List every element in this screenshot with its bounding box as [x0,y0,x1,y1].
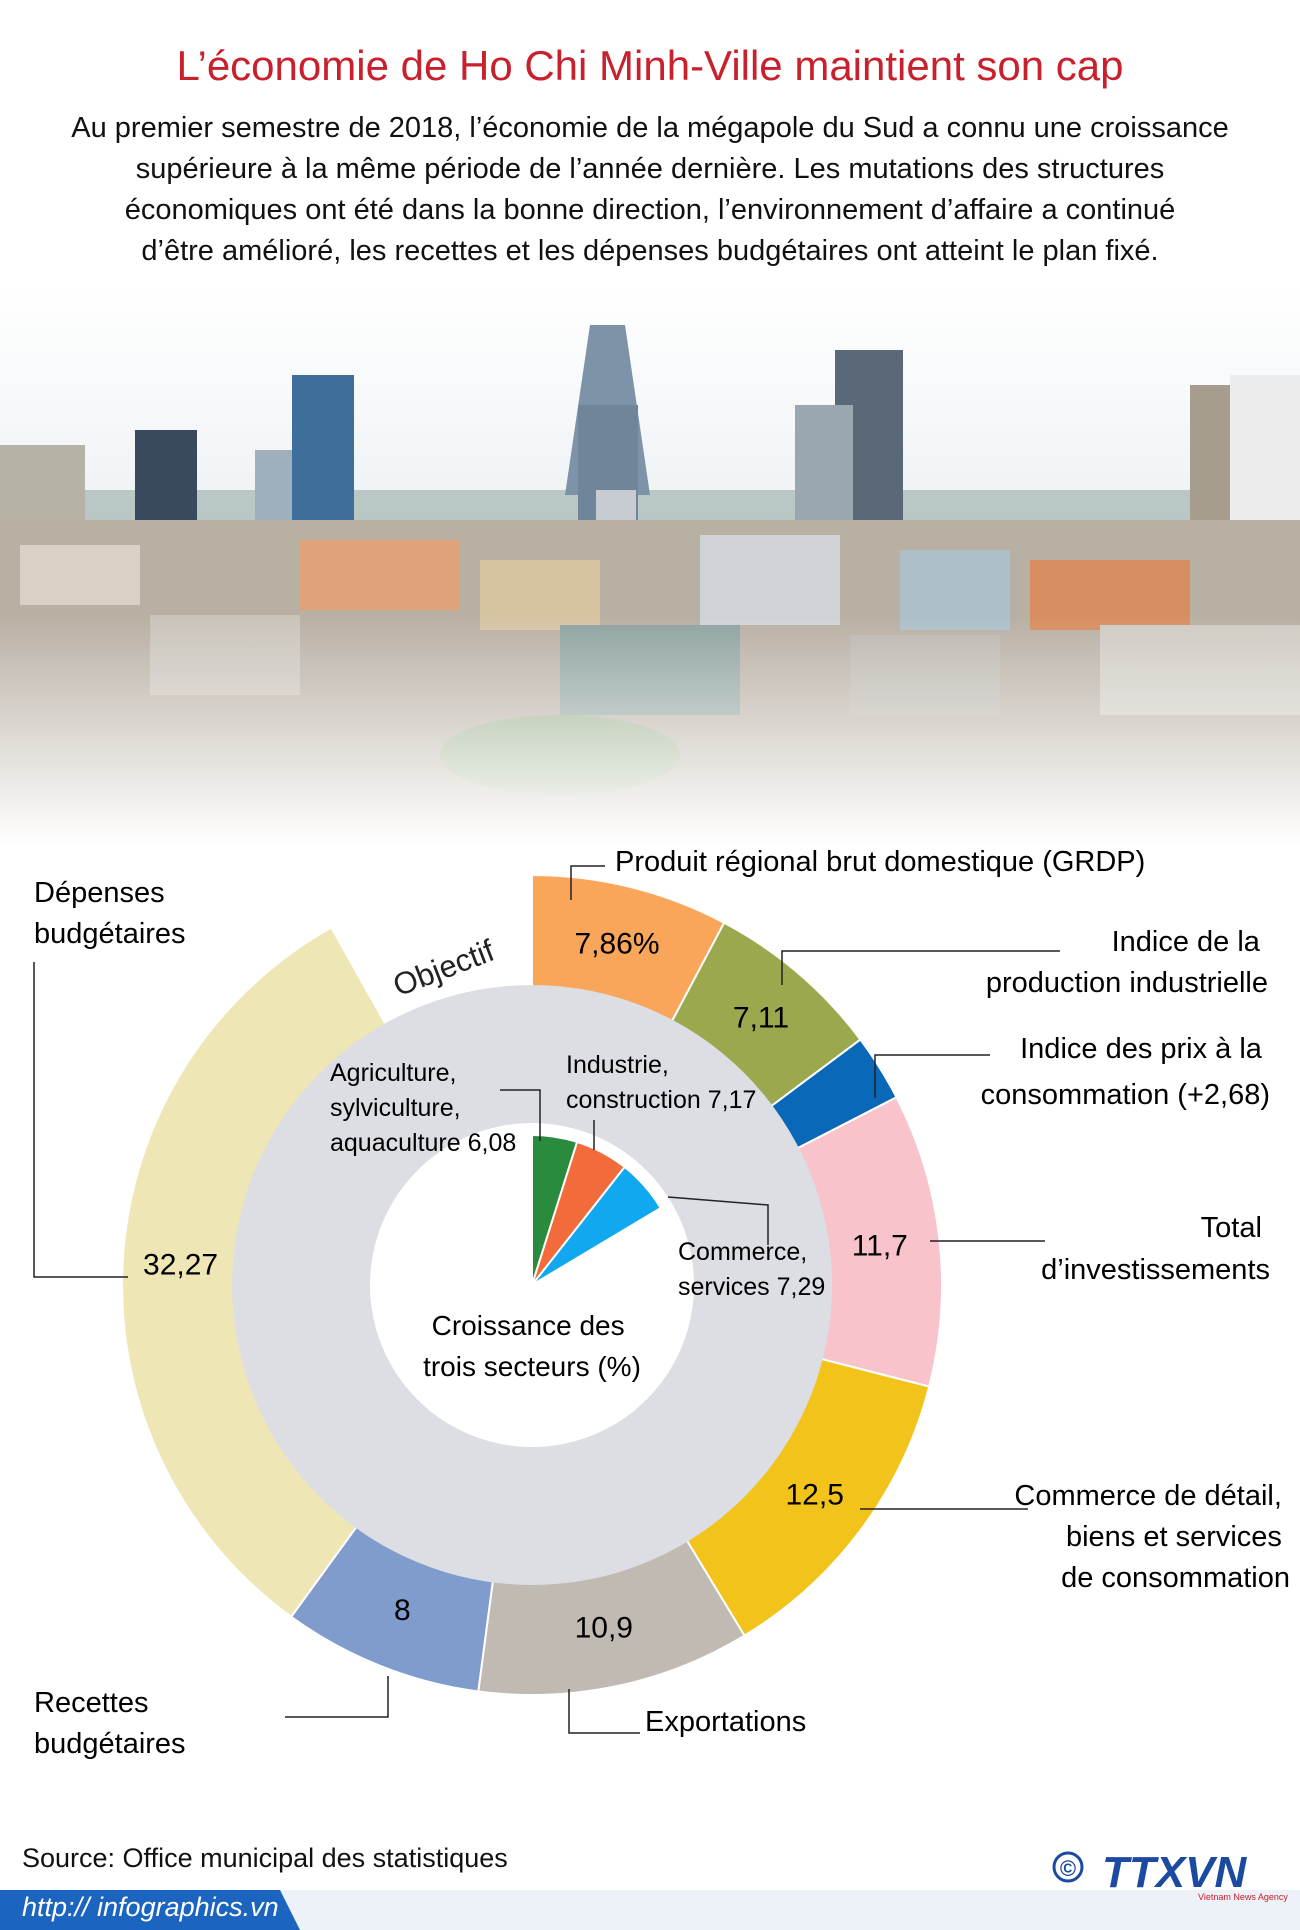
leader-lines [33,865,1060,1734]
leader-line [33,962,128,1278]
website-link[interactable]: http:// infographics.vn [22,1892,279,1922]
logo-text: TTXVN [1102,1848,1247,1897]
intro-paragraph: Au premier semestre de 2018, l’économie … [10,108,1290,272]
leader-line [500,1089,541,1141]
logo-subtext: Vietnam News Agency [1198,1892,1288,1902]
leader-line [667,1196,769,1245]
city-skyline-photo [0,285,1300,845]
leader-line [568,1689,640,1734]
intro-line: économiques ont été dans la bonne direct… [124,194,1176,226]
leader-line [874,1054,990,1098]
segment-value-exports: 10,9 [575,1612,633,1645]
url-bar [0,1890,1300,1930]
sector-wedge-commerce-services [531,1165,663,1286]
segment-value-retail: 12,5 [786,1479,844,1512]
label-cpi: Indice des prix à la consommation (+2,68… [981,1033,1270,1111]
ttxvn-logo: © TTXVN Vietnam News Agency [1052,1848,1288,1902]
copyright-icon: © [1060,1856,1076,1881]
label-grdp: Produit régional brut domestique (GRDP) [615,846,1145,878]
label-revenue: Recettes budgétaires [34,1687,186,1760]
leader-line [781,950,1060,985]
label-investment: Total d’investissements [1041,1212,1270,1286]
label-commerce: Commerce, services 7,29 [678,1238,825,1301]
leader-line [285,1676,389,1718]
label-retail: Commerce de détail, biens et services de… [1014,1480,1290,1594]
segment-value-grdp: 7,86% [574,927,659,960]
outer-ring [121,873,943,1696]
intro-line: d’être amélioré, les recettes et les dép… [141,235,1159,267]
leader-line [570,865,605,900]
intro-line: Au premier semestre de 2018, l’économie … [71,112,1229,144]
label-expenditure: Dépenses budgétaires [34,877,186,950]
segment-value-expenditure: 32,27 [143,1249,218,1282]
label-exports: Exportations [645,1706,806,1738]
page-title: L’économie de Ho Chi Minh-Ville maintien… [176,42,1124,89]
segment-value-industrial: 7,11 [733,1002,789,1035]
inner-chart-title: Croissance des trois secteurs (%) [423,1310,641,1382]
label-agriculture: Agriculture, sylviculture, aquaculture 6… [330,1059,516,1157]
sector-pie [531,1133,663,1286]
segment-value-investment: 11,7 [852,1230,908,1263]
label-industrial: Indice de la production industrielle [986,926,1268,999]
segment-value-revenue: 8 [394,1594,411,1627]
intro-line: supérieure à la même période de l’année … [135,153,1165,185]
source-note: Source: Office municipal des statistique… [22,1843,508,1873]
label-industry: Industrie, construction 7,17 [566,1051,756,1114]
